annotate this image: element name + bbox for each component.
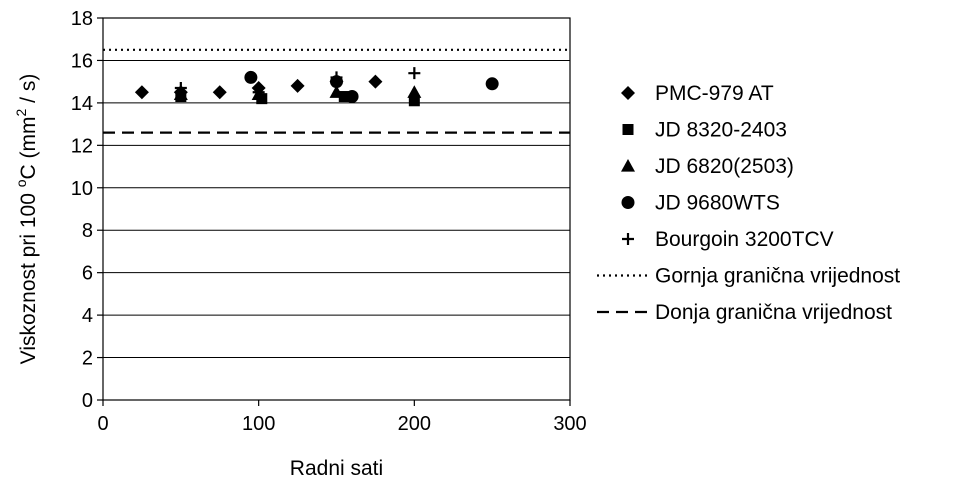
legend-label: Donja granična vrijednost bbox=[655, 301, 892, 324]
data-point-pmc-979-at bbox=[290, 78, 305, 93]
data-point-jd-6820-2503 bbox=[407, 85, 422, 98]
legend-marker-diamond bbox=[621, 86, 635, 100]
grid-lines bbox=[103, 59, 570, 359]
y-tick-label: 12 bbox=[71, 135, 93, 157]
y-tick-label: 10 bbox=[71, 178, 93, 200]
y-tick-label: 2 bbox=[82, 348, 93, 370]
data-point-jd-9680wts bbox=[485, 77, 499, 91]
y-axis-title-tail: / s) bbox=[17, 74, 40, 109]
y-tick-label: 16 bbox=[71, 50, 93, 72]
data-point-pmc-979-at bbox=[368, 74, 383, 89]
reference-lines bbox=[103, 48, 570, 134]
legend-label: PMC-979 AT bbox=[655, 82, 774, 105]
data-point-pmc-979-at bbox=[134, 85, 149, 100]
x-tick-label: 300 bbox=[553, 413, 586, 435]
y-tick-label: 4 bbox=[82, 305, 93, 327]
y-tick-label: 14 bbox=[71, 93, 93, 115]
data-point-bourgoin-3200tcv bbox=[330, 71, 343, 84]
data-markers bbox=[134, 67, 499, 107]
y-axis-title-squared: 2 bbox=[13, 108, 29, 116]
y-tick-label: 8 bbox=[82, 220, 93, 242]
data-point-pmc-979-at bbox=[212, 85, 227, 100]
legend-label: JD 9680WTS bbox=[655, 192, 780, 215]
y-axis-title-degree: o bbox=[13, 179, 29, 187]
x-axis-title: Radni sati bbox=[290, 457, 383, 480]
y-tick-label: 0 bbox=[82, 390, 93, 412]
legend-marker-square bbox=[622, 124, 634, 135]
data-point-bourgoin-3200tcv bbox=[408, 67, 421, 80]
data-point-jd-9680wts bbox=[244, 70, 258, 84]
plot-area-frame bbox=[102, 17, 571, 401]
legend-label: JD 6820(2503) bbox=[655, 155, 794, 178]
data-point-jd-9680wts bbox=[345, 90, 359, 104]
y-axis-title-main: Viskoznost pri 100 bbox=[17, 187, 40, 364]
y-tick-label: 18 bbox=[71, 8, 93, 30]
x-tick-label: 0 bbox=[97, 413, 108, 435]
y-axis-title: Viskoznost pri 100 oC (mm2 / s) bbox=[13, 74, 40, 365]
data-point-jd-8320-2403 bbox=[338, 91, 350, 103]
legend: PMC-979 AT JD 8320-2403 JD 6820(2503) JD 96… bbox=[597, 82, 900, 324]
legend-label: Gornja granična vrijednost bbox=[655, 265, 900, 288]
data-point-jd-8320-2403 bbox=[408, 95, 420, 107]
legend-marker-plus bbox=[622, 233, 634, 245]
axis-ticks: 0 2 4 6 8 10 12 14 16 18 0 100 200 300 bbox=[71, 8, 587, 435]
x-tick-label: 200 bbox=[398, 413, 431, 435]
y-axis-title-unit: C (mm bbox=[17, 116, 40, 179]
legend-marker-circle bbox=[621, 196, 635, 209]
data-point-bourgoin-3200tcv bbox=[252, 86, 265, 99]
y-tick-label: 6 bbox=[82, 263, 93, 285]
x-tick-label: 100 bbox=[242, 413, 275, 435]
data-point-bourgoin-3200tcv bbox=[174, 82, 187, 95]
legend-marker-triangle bbox=[621, 159, 635, 172]
legend-label: Bourgoin 3200TCV bbox=[655, 228, 834, 251]
data-point-jd-6820-2503 bbox=[329, 85, 344, 98]
legend-label: JD 8320-2403 bbox=[655, 119, 787, 142]
